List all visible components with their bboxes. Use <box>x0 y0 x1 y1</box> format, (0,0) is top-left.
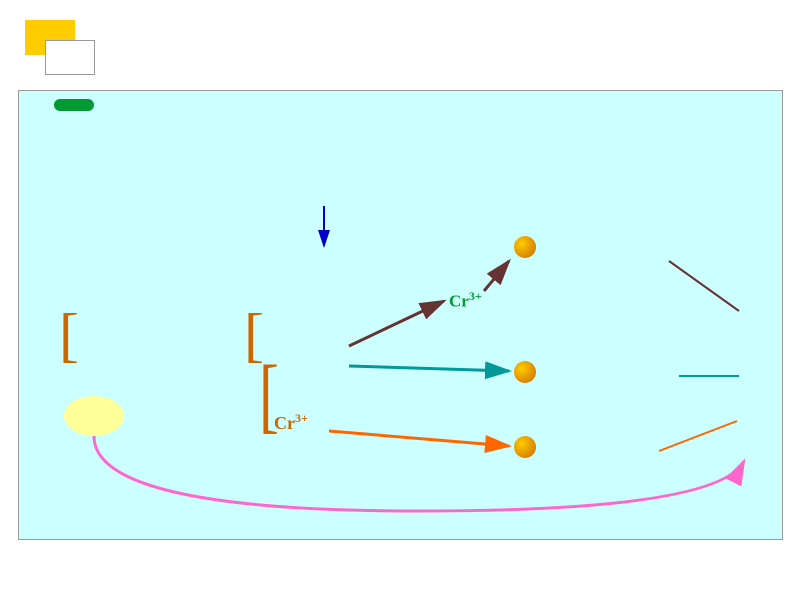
method-icon-2 <box>514 361 536 383</box>
diagram-title <box>54 99 94 111</box>
xred-node <box>64 396 124 436</box>
cr3-top: Cr3+ <box>449 289 482 312</box>
bracket-1: [ <box>59 301 79 370</box>
flow-arrows <box>19 91 784 541</box>
corner-white <box>45 40 95 75</box>
method-icon-1 <box>514 236 536 258</box>
cr3-generated: Cr3+ <box>274 411 308 434</box>
bracket-3: [ <box>259 347 279 444</box>
method-icon-3 <box>514 436 536 458</box>
diagram-panel: [ [ Cr3+ Cr3+ [ <box>18 90 783 540</box>
